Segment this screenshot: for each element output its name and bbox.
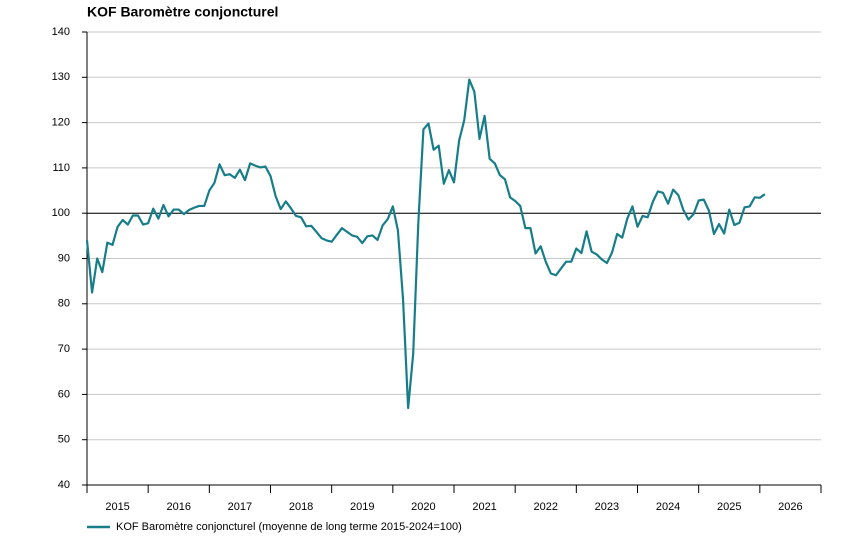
y-tick-label: 140 bbox=[52, 26, 70, 38]
x-tick-label: 2024 bbox=[656, 501, 680, 513]
x-tick-label: 2023 bbox=[595, 501, 619, 513]
x-tick-label: 2018 bbox=[289, 501, 313, 513]
y-tick-label: 120 bbox=[52, 117, 70, 129]
x-tick-label: 2020 bbox=[411, 501, 435, 513]
y-tick-label: 90 bbox=[58, 252, 70, 264]
x-tick-label: 2021 bbox=[472, 501, 496, 513]
x-tick-label: 2022 bbox=[534, 501, 558, 513]
y-tick-label: 130 bbox=[52, 71, 70, 83]
y-tick-label: 100 bbox=[52, 207, 70, 219]
x-tick-label: 2015 bbox=[105, 501, 129, 513]
legend-label: KOF Baromètre conjoncturel (moyenne de l… bbox=[116, 521, 462, 533]
x-tick-label: 2025 bbox=[717, 501, 741, 513]
x-tick-label: 2026 bbox=[778, 501, 802, 513]
data-line bbox=[85, 78, 766, 410]
y-tick-label: 50 bbox=[58, 434, 70, 446]
y-tick-label: 40 bbox=[58, 479, 70, 491]
y-tick-label: 60 bbox=[58, 388, 70, 400]
x-tick-label: 2016 bbox=[167, 501, 191, 513]
x-tick-label: 2019 bbox=[350, 501, 374, 513]
chart-title: KOF Baromètre conjoncturel bbox=[87, 4, 278, 20]
y-tick-label: 110 bbox=[52, 162, 70, 174]
x-tick-label: 2017 bbox=[228, 501, 252, 513]
y-tick-label: 70 bbox=[58, 343, 70, 355]
y-tick-label: 80 bbox=[58, 298, 70, 310]
